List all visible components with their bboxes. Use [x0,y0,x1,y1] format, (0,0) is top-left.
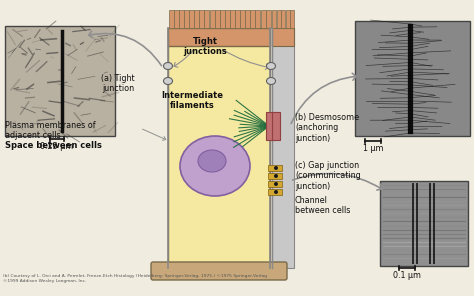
Bar [220,10,225,28]
Bar [179,10,184,28]
Bar [277,10,281,28]
Bar [273,10,276,28]
FancyBboxPatch shape [151,262,287,280]
Bar [215,10,219,28]
Text: 0.25 μm: 0.25 μm [40,142,73,151]
Bar [210,10,215,28]
Ellipse shape [266,62,275,70]
Bar [250,10,255,28]
Ellipse shape [180,136,250,196]
Bar [268,181,282,187]
Text: (b) Desmosome
(anchoring
junction): (b) Desmosome (anchoring junction) [295,113,359,143]
Text: Intermediate
filaments: Intermediate filaments [161,91,223,110]
Bar [169,10,174,28]
Bar [204,10,210,28]
Bar [268,189,282,195]
Text: 1 μm: 1 μm [363,144,383,153]
Circle shape [274,190,278,194]
Bar [268,165,282,171]
Text: Channel
between cells: Channel between cells [295,196,350,215]
Text: Space between cells: Space between cells [5,141,102,150]
Bar [261,10,265,28]
Bar [380,181,468,266]
Bar [290,10,294,28]
Text: 0.1 μm: 0.1 μm [393,271,421,280]
Bar [5,26,115,136]
Circle shape [274,182,278,186]
Text: Plasma membranes of
adjacent cells: Plasma membranes of adjacent cells [5,121,96,140]
Bar [200,10,204,28]
Bar [272,28,294,268]
Ellipse shape [266,78,275,84]
Bar [281,10,285,28]
Bar [230,10,235,28]
Bar [189,10,194,28]
Bar [194,10,199,28]
Bar [240,10,245,28]
Bar [272,28,294,46]
Text: Tight
junctions: Tight junctions [183,37,227,57]
Bar [265,10,271,28]
Text: (a) Tight
junction: (a) Tight junction [101,74,135,94]
Bar [184,10,189,28]
Ellipse shape [198,150,226,172]
Bar [268,173,282,179]
Bar [168,28,270,46]
Bar [168,28,270,268]
Bar [255,10,261,28]
Bar [235,10,240,28]
Bar [355,21,470,136]
Text: (b) Courtesy of L. Orci and A. Perrelet, Freeze-Etch Histology (Heidelberg: Spri: (b) Courtesy of L. Orci and A. Perrelet,… [3,274,267,283]
Ellipse shape [164,62,173,70]
Circle shape [274,166,278,170]
Bar [245,10,250,28]
Bar [174,10,179,28]
Circle shape [274,174,278,178]
Bar [272,112,280,140]
Text: (c) Gap junction
(communicating
junction): (c) Gap junction (communicating junction… [295,161,361,191]
Bar [225,10,230,28]
Ellipse shape [164,78,173,84]
Bar [266,112,276,140]
Bar [286,10,290,28]
